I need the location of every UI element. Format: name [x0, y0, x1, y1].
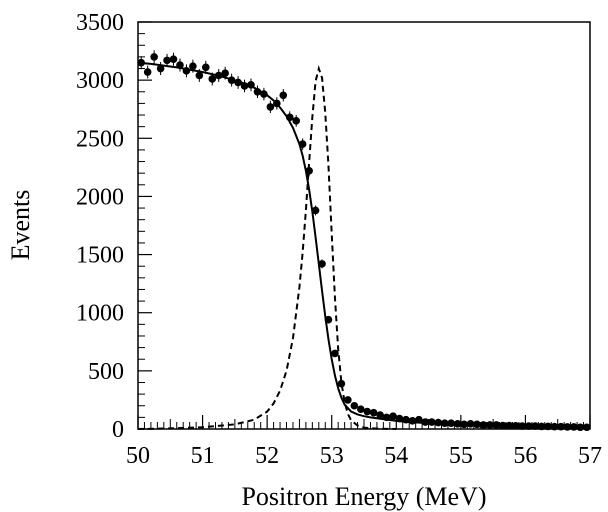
data-point: [298, 140, 307, 148]
x-tick-label: 52: [255, 443, 279, 469]
data-point: [169, 55, 178, 64]
data-point: [402, 415, 410, 424]
data-point: [234, 78, 242, 87]
data-point: [156, 64, 165, 73]
data-point: [434, 418, 443, 427]
data-point: [389, 412, 397, 421]
data-point: [537, 422, 546, 431]
x-tick-label: 55: [449, 443, 473, 469]
data-point: [582, 423, 591, 432]
data-point: [460, 420, 468, 429]
x-tick-label: 54: [384, 443, 408, 469]
data-point: [324, 315, 333, 324]
x-tick-label: 51: [191, 443, 215, 469]
y-tick-label: 1500: [76, 243, 124, 269]
data-point: [350, 401, 359, 410]
y-tick-label: 500: [88, 359, 124, 385]
y-tick-label: 3000: [76, 68, 124, 94]
y-tick-label: 2500: [76, 126, 124, 152]
data-point: [511, 421, 520, 430]
data-point: [363, 407, 372, 416]
data-point: [189, 62, 197, 70]
data-point: [331, 349, 339, 358]
fit-curve-line: [137, 61, 591, 429]
y-axis-label: Events: [6, 190, 35, 261]
data-point: [150, 53, 158, 61]
data-point: [428, 418, 436, 426]
data-point: [479, 421, 488, 429]
data-point: [227, 76, 236, 84]
expected-signal-line: [137, 65, 397, 430]
y-axis-ticks: 0 500 1000 1500 2000 2500 3000 3500: [76, 10, 152, 443]
y-tick-label: 1000: [76, 301, 124, 327]
x-tick-label: 53: [320, 443, 344, 469]
data-point: [447, 419, 455, 427]
data-point: [524, 422, 533, 430]
data-point: [182, 67, 191, 75]
data-point: [369, 408, 378, 417]
data-point: [531, 422, 539, 430]
data-point: [440, 419, 449, 427]
data-point: [202, 63, 210, 72]
y-tick-label: 0: [112, 417, 124, 443]
plot-frame: [137, 21, 591, 430]
x-axis-ticks: 50 51 52 53 54 55 56 57: [126, 415, 602, 469]
data-point: [337, 379, 346, 388]
data-point: [576, 423, 585, 432]
data-point: [466, 419, 475, 428]
y-tick-label: 3500: [76, 10, 124, 36]
data-point: [382, 413, 391, 422]
data-point: [247, 80, 255, 89]
data-point: [253, 87, 262, 96]
data-point: [279, 91, 288, 100]
data-point: [344, 396, 352, 404]
data-point: [163, 56, 171, 65]
data-point: [395, 414, 404, 423]
data-point: [176, 61, 184, 69]
data-point: [260, 90, 268, 98]
data-point: [221, 69, 229, 77]
series-layer: [137, 50, 591, 432]
data-point: [292, 117, 301, 125]
y-tick-label: 2000: [76, 184, 124, 210]
data-point: [492, 421, 501, 429]
x-tick-label: 57: [578, 443, 602, 469]
x-tick-label: 50: [126, 443, 150, 469]
data-point: [453, 419, 462, 428]
x-tick-label: 56: [513, 443, 537, 469]
data-point: [550, 422, 559, 431]
data-point: [318, 260, 326, 268]
data-point: [557, 422, 565, 431]
data-point: [376, 411, 384, 419]
data-point: [214, 71, 223, 80]
data-point: [311, 206, 320, 215]
data-point: [421, 418, 430, 426]
data-point: [195, 71, 204, 80]
data-point: [273, 99, 281, 108]
data-point: [563, 423, 572, 431]
data-point: [208, 75, 217, 83]
data-point: [356, 405, 365, 414]
data-point: [408, 417, 417, 425]
data-point: [518, 422, 526, 430]
data-point: [499, 421, 507, 430]
data-point: [305, 167, 313, 175]
data-point: [486, 421, 494, 429]
data-point: [266, 103, 275, 111]
data-point: [473, 420, 481, 429]
data-point: [570, 423, 578, 431]
data-point: [240, 82, 249, 90]
data-point: [415, 415, 423, 424]
data-point: [544, 422, 552, 431]
data-point: [137, 58, 146, 67]
data-point: [285, 113, 294, 122]
data-point: [505, 421, 514, 430]
data-point: [143, 68, 152, 76]
x-axis-label: Positron Energy (MeV): [241, 482, 486, 511]
